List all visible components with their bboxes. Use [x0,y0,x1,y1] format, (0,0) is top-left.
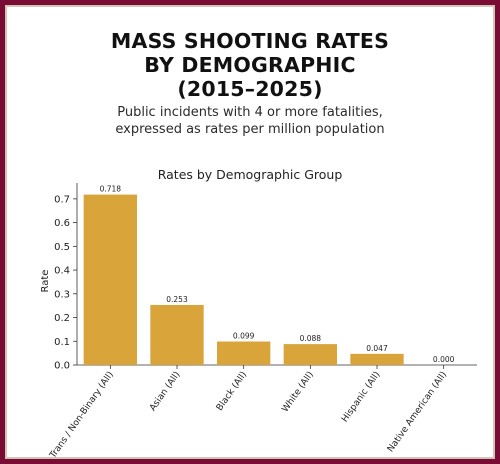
subtitle-line-1: Public incidents with 4 or more fataliti… [117,105,383,120]
y-tick-label: 0.0 [54,361,70,372]
y-tick-label: 0.3 [54,289,70,300]
y-tick-label: 0.7 [54,194,70,205]
y-axis-label: Rate [40,270,51,293]
bar-value-label: 0.000 [433,355,455,364]
bar-value-label: 0.099 [233,332,255,341]
bar [83,194,137,365]
x-tick-label: White (All) [281,370,316,414]
y-tick-label: 0.4 [54,266,70,277]
bar [217,341,271,365]
chart-data-labels: 0.718 0.253 0.099 0.088 0.047 0.000 [100,185,455,364]
x-tick-label: Black (All) [215,370,249,413]
chart-title: Rates by Demographic Group [158,167,343,182]
x-tick-label: Trans / Non-Binary (All) [48,370,116,457]
bar-value-label: 0.047 [366,344,388,353]
page-subtitle: Public incidents with 4 or more fataliti… [7,104,493,138]
chart-axes [76,183,477,366]
x-tick-label: Native American (All) [386,370,449,454]
bar [150,304,204,365]
y-tick-label: 0.5 [54,242,70,253]
bar [283,344,337,365]
y-tick-label: 0.6 [54,218,70,229]
chart-bars [83,194,404,365]
bar-value-label: 0.718 [100,185,122,194]
x-tick-label: Hispanic (All) [340,370,382,424]
title-line-2: BY DEMOGRAPHIC [144,53,356,77]
title-line-3: (2015–2025) [177,77,323,101]
chart-x-ticks: Trans / Non-Binary (All) Asian (All) Black… [48,365,449,457]
page-title: MASS SHOOTING RATES BY DEMOGRAPHIC (2015… [7,29,493,101]
subtitle-line-2: expressed as rates per million populatio… [115,122,385,137]
infographic-panel: MASS SHOOTING RATES BY DEMOGRAPHIC (2015… [5,5,495,459]
chart-y-ticks: 0.0 0.1 0.2 0.3 0.4 0.5 0.6 0.7 [54,194,77,372]
y-tick-label: 0.2 [54,313,70,324]
bar-chart: Rates by Demographic Group Rate 0.718 0.2… [40,167,477,457]
x-tick-label: Asian (All) [148,370,182,413]
bar-value-label: 0.253 [166,295,188,304]
title-line-1: MASS SHOOTING RATES [110,29,390,53]
bar-value-label: 0.088 [300,334,322,343]
bar [350,353,404,365]
y-tick-label: 0.1 [54,337,70,348]
